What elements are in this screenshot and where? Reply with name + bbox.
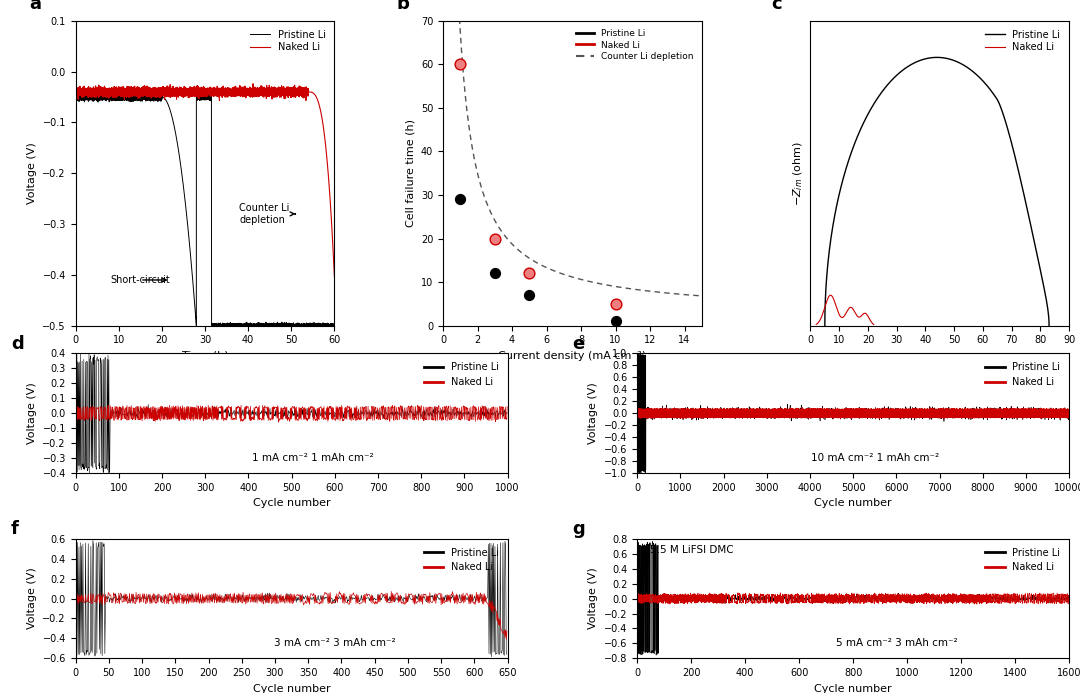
Text: e: e	[572, 335, 584, 353]
Line: Pristine Li: Pristine Li	[825, 58, 1049, 326]
Line: Counter Li depletion: Counter Li depletion	[451, 0, 702, 296]
Text: c: c	[771, 0, 782, 12]
Text: Counter Li
depletion: Counter Li depletion	[240, 203, 296, 225]
Line: Pristine Li: Pristine Li	[76, 91, 335, 326]
Pristine Li	[819, 322, 832, 330]
Y-axis label: Voltage (V): Voltage (V)	[589, 383, 598, 444]
X-axis label: $Z_{real}$ (ohm): $Z_{real}$ (ohm)	[909, 351, 970, 365]
Pristine Li	[451, 194, 469, 205]
Naked Li	[810, 320, 823, 328]
X-axis label: Time (h): Time (h)	[181, 351, 228, 361]
X-axis label: Cycle number: Cycle number	[814, 683, 892, 693]
Legend: Pristine Li, Naked Li: Pristine Li, Naked Li	[420, 543, 502, 577]
Pristine Li	[607, 316, 624, 327]
Naked Li	[845, 303, 858, 311]
Naked Li	[607, 299, 624, 310]
Counter Li depletion	[696, 292, 708, 300]
X-axis label: Cycle number: Cycle number	[253, 683, 330, 693]
Text: f: f	[11, 520, 18, 538]
Legend: Pristine Li, Naked Li: Pristine Li, Naked Li	[982, 543, 1064, 577]
Naked Li	[69, 88, 82, 96]
Text: 5.5 M LiFSI DMC: 5.5 M LiFSI DMC	[650, 545, 733, 555]
Pristine Li	[108, 91, 121, 100]
Naked Li	[824, 291, 837, 299]
Y-axis label: Voltage (V): Voltage (V)	[27, 383, 37, 444]
Pristine Li	[521, 290, 538, 301]
Text: b: b	[396, 0, 409, 12]
Legend: Pristine Li, Naked Li: Pristine Li, Naked Li	[420, 358, 502, 391]
Counter Li depletion	[594, 280, 607, 288]
Pristine Li	[205, 322, 218, 330]
Pristine Li	[894, 67, 907, 76]
Text: 10 mA cm⁻² 1 mAh cm⁻²: 10 mA cm⁻² 1 mAh cm⁻²	[811, 453, 939, 463]
Naked Li	[227, 85, 240, 94]
Naked Li	[521, 268, 538, 279]
Pristine Li	[83, 91, 96, 100]
Counter Li depletion	[593, 279, 606, 288]
Counter Li depletion	[656, 288, 669, 297]
Line: Naked Li: Naked Li	[76, 84, 335, 276]
Naked Li	[843, 303, 856, 311]
Pristine Li	[136, 95, 149, 103]
Y-axis label: $-Z_{im}$ (ohm): $-Z_{im}$ (ohm)	[792, 141, 805, 206]
Text: a: a	[29, 0, 41, 12]
Y-axis label: Voltage (V): Voltage (V)	[27, 568, 37, 629]
Pristine Li	[873, 92, 886, 100]
X-axis label: Cycle number: Cycle number	[814, 498, 892, 508]
Counter Li depletion	[672, 290, 685, 298]
Naked Li	[328, 272, 341, 280]
Pristine Li	[227, 322, 240, 330]
Y-axis label: Voltage (V): Voltage (V)	[27, 142, 37, 204]
Pristine Li	[1042, 322, 1055, 330]
Pristine Li	[202, 91, 215, 100]
Pristine Li	[826, 222, 839, 231]
Naked Li	[451, 59, 469, 70]
Pristine Li	[1003, 132, 1016, 140]
Pristine Li	[975, 76, 988, 84]
Legend: Pristine Li, Naked Li, Counter Li depletion: Pristine Li, Naked Li, Counter Li deplet…	[572, 26, 698, 65]
Text: g: g	[572, 520, 585, 538]
Naked Li	[859, 309, 872, 317]
Legend: Pristine Li, Naked Li: Pristine Li, Naked Li	[246, 26, 329, 56]
Legend: Pristine Li, Naked Li: Pristine Li, Naked Li	[982, 358, 1064, 391]
Text: 5 mA cm⁻² 3 mAh cm⁻²: 5 mA cm⁻² 3 mAh cm⁻²	[836, 638, 957, 649]
Y-axis label: Cell failure time (h): Cell failure time (h)	[405, 119, 416, 227]
Naked Li	[205, 88, 218, 96]
Text: Short-circuit: Short-circuit	[110, 275, 170, 285]
Naked Li	[136, 83, 149, 91]
Pristine Li	[1004, 137, 1017, 145]
Text: 1 mA cm⁻² 1 mAh cm⁻²: 1 mA cm⁻² 1 mAh cm⁻²	[253, 453, 374, 463]
Naked Li	[246, 80, 259, 88]
Naked Li	[83, 89, 96, 97]
Y-axis label: Voltage (V): Voltage (V)	[589, 568, 598, 629]
Pristine Li	[328, 322, 341, 330]
Naked Li	[486, 233, 503, 244]
Pristine Li	[486, 268, 503, 279]
Naked Li	[846, 304, 859, 312]
Pristine Li	[205, 322, 218, 330]
Text: 3 mA cm⁻² 3 mAh cm⁻²: 3 mA cm⁻² 3 mAh cm⁻²	[274, 638, 395, 649]
Naked Li	[108, 89, 121, 98]
Legend: Pristine Li, Naked Li: Pristine Li, Naked Li	[982, 26, 1064, 56]
Naked Li	[202, 87, 215, 95]
Naked Li	[862, 313, 875, 322]
X-axis label: Current density (mA cm⁻²): Current density (mA cm⁻²)	[498, 351, 647, 361]
Pristine Li	[930, 53, 943, 62]
Pristine Li	[69, 91, 82, 99]
Pristine Li	[117, 87, 130, 96]
Naked Li	[867, 320, 880, 328]
X-axis label: Cycle number: Cycle number	[253, 498, 330, 508]
Text: d: d	[11, 335, 24, 353]
Counter Li depletion	[598, 281, 611, 289]
Naked Li	[810, 320, 823, 328]
Line: Naked Li: Naked Li	[816, 295, 874, 324]
